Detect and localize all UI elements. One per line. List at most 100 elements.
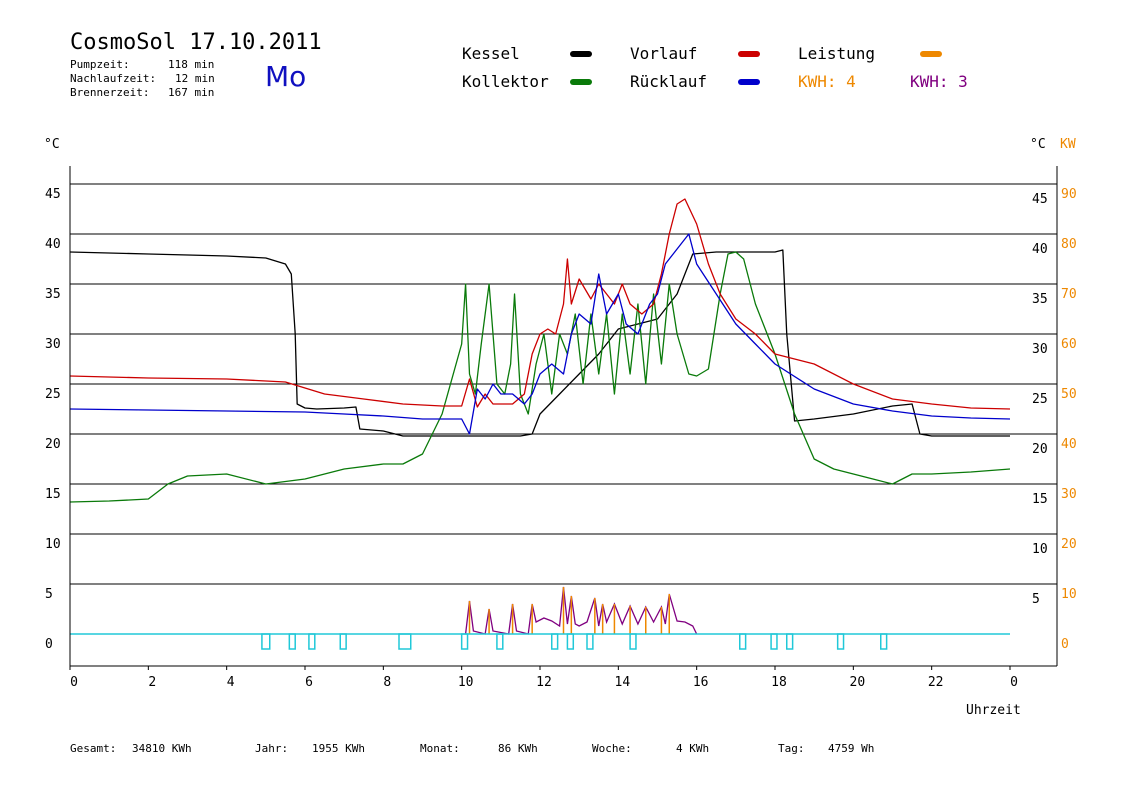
footer-jahr-value: 1955 KWh <box>312 742 365 755</box>
right-kw-tick-label: 70 <box>1061 287 1077 302</box>
left-tick-label: 5 <box>45 587 53 602</box>
right-kw-tick-label: 20 <box>1061 537 1077 552</box>
x-tick-label: 0 <box>70 675 78 690</box>
x-tick-label: 2 <box>148 675 156 690</box>
chart-series <box>69 198 1011 650</box>
pump-pulse <box>398 633 412 650</box>
grid-lines <box>70 183 1057 635</box>
legend-kollektor-label: Kollektor <box>462 72 549 91</box>
series-ruecklauf <box>69 233 1011 435</box>
legend-kessel-label: Kessel <box>462 44 520 63</box>
x-tick-label: 6 <box>305 675 313 690</box>
footer-jahr-label: Jahr: <box>255 742 289 755</box>
pump-pulse <box>288 633 296 650</box>
chart-title: CosmoSol 17.10.2011 <box>70 30 322 55</box>
x-tick-label: 14 <box>615 675 631 690</box>
left-tick-label: 40 <box>45 237 61 252</box>
pump-pulse <box>629 633 637 650</box>
left-axis-unit: °C <box>44 137 60 152</box>
right-temp-tick-label: 30 <box>1032 342 1048 357</box>
right-temp-tick-label: 45 <box>1032 192 1048 207</box>
left-tick-label: 0 <box>45 637 53 652</box>
right-kw-tick-label: 40 <box>1061 437 1077 452</box>
x-tick-label: 4 <box>227 675 235 690</box>
right-axis-unit: °C <box>1030 137 1046 152</box>
legend-leistung-swatch <box>920 51 942 57</box>
legend-kessel-swatch <box>570 51 592 57</box>
left-tick-label: 20 <box>45 437 61 452</box>
right-kw-tick-label: 80 <box>1061 237 1077 252</box>
pump-pulse <box>786 633 794 650</box>
footer-tag-value: 4759 Wh <box>828 742 875 755</box>
right-kw-tick-label: 60 <box>1061 337 1077 352</box>
footer-monat-value: 86 KWh <box>498 742 538 755</box>
left-tick-label: 25 <box>45 387 61 402</box>
weekday-label: Mo <box>265 60 307 93</box>
x-tick-label: 20 <box>850 675 866 690</box>
series-leistung-kwh <box>464 586 698 635</box>
left-tick-label: 15 <box>45 487 61 502</box>
right-temp-tick-label: 25 <box>1032 392 1048 407</box>
x-tick-label: 12 <box>536 675 552 690</box>
pump-pulse <box>308 633 316 650</box>
pump-pulse <box>261 633 271 650</box>
right-temp-tick-label: 35 <box>1032 292 1048 307</box>
footer-woche-label: Woche: <box>592 742 632 755</box>
right-axis-unit-kw: KW <box>1060 137 1076 152</box>
pump-time-label: Pumpzeit: <box>70 58 130 71</box>
legend-kollektor-swatch <box>570 79 592 85</box>
legend-leistung-label: Leistung <box>798 44 876 63</box>
pump-pulse <box>551 633 559 650</box>
right-kw-tick-label: 50 <box>1061 387 1077 402</box>
legend-kwh2: KWH: 3 <box>910 72 968 91</box>
right-temp-tick-label: 20 <box>1032 442 1048 457</box>
x-axis-label: Uhrzeit <box>966 703 1021 718</box>
pump-pulse <box>460 633 469 650</box>
left-tick-label: 35 <box>45 287 61 302</box>
series-kollektor <box>69 251 1011 503</box>
footer-gesamt-value: 34810 KWh <box>132 742 192 755</box>
brenner-time-value: 167 min <box>168 86 215 99</box>
pump-pulse <box>739 633 747 650</box>
pump-pulse <box>770 633 778 650</box>
legend-vorlauf-label: Vorlauf <box>630 44 698 63</box>
right-kw-tick-label: 90 <box>1061 187 1077 202</box>
left-tick-label: 30 <box>45 337 61 352</box>
left-tick-label: 10 <box>45 537 61 552</box>
series-kessel <box>69 249 1010 437</box>
x-tick-label: 0 <box>1010 675 1018 690</box>
nachlauf-time-label: Nachlaufzeit: <box>70 72 157 85</box>
legend-vorlauf-swatch <box>738 51 760 57</box>
x-tick-label: 10 <box>458 675 474 690</box>
right-kw-tick-label: 0 <box>1061 637 1069 652</box>
nachlauf-time-value: 12 min <box>175 72 215 85</box>
x-tick-label: 22 <box>928 675 944 690</box>
right-temp-tick-label: 15 <box>1032 492 1048 507</box>
right-kw-tick-label: 30 <box>1061 487 1077 502</box>
footer-monat-label: Monat: <box>420 742 460 755</box>
pump-pulse <box>586 633 594 650</box>
right-temp-tick-label: 40 <box>1032 242 1048 257</box>
footer-woche-value: 4 KWh <box>676 742 710 755</box>
pump-pulse <box>339 633 347 650</box>
left-tick-label: 45 <box>45 187 61 202</box>
pump-pulse <box>496 633 504 650</box>
legend-kwh1: KWH: 4 <box>798 72 856 91</box>
pump-pulse <box>836 633 845 650</box>
x-tick-label: 16 <box>693 675 709 690</box>
pump-pulse <box>880 633 888 650</box>
legend-ruecklauf-label: Rücklauf <box>630 72 708 91</box>
right-kw-tick-label: 10 <box>1061 587 1077 602</box>
right-temp-tick-label: 10 <box>1032 542 1048 557</box>
legend-ruecklauf-swatch <box>738 79 760 85</box>
axis-ticks: 0510152025303540455101520253035404501020… <box>45 187 1077 690</box>
pump-pulse <box>566 633 575 650</box>
brenner-time-label: Brennerzeit: <box>70 86 150 99</box>
series-vorlauf <box>69 198 1011 410</box>
x-tick-label: 8 <box>383 675 391 690</box>
footer-gesamt-label: Gesamt: <box>70 742 117 755</box>
right-temp-tick-label: 5 <box>1032 592 1040 607</box>
x-tick-label: 18 <box>771 675 787 690</box>
footer-tag-label: Tag: <box>778 742 805 755</box>
